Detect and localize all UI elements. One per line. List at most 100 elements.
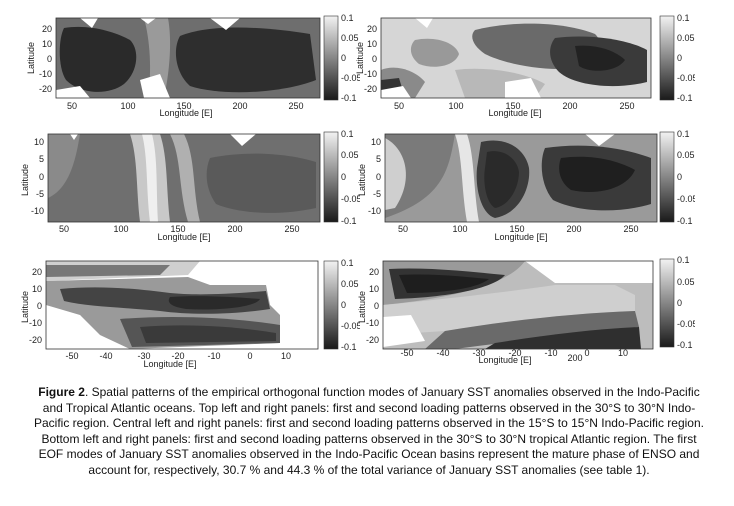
x-tick: 10: [618, 348, 628, 358]
y-ticks: 20 10 0 -10 -20: [366, 267, 379, 345]
y-tick: 10: [371, 137, 381, 147]
y-tick: 5: [39, 154, 44, 164]
panel-top-left: 20 10 0 -10 -20 Latitude 50 100 150 200 …: [26, 13, 360, 118]
y-tick: 20: [367, 24, 377, 34]
x-tick: 50: [59, 224, 69, 234]
y-ticks: 20 10 0 -10 -20: [39, 24, 52, 94]
x-axis-label: Longitude [E]: [494, 232, 547, 242]
colorbar: 0.1 0.05 0 -0.05 -0.1: [659, 255, 695, 350]
x-tick: -20: [171, 351, 184, 361]
panel-bottom-right: 20 10 0 -10 -20 Latitude -50 -40 -30 -20…: [357, 255, 695, 365]
x-axis-label: Longitude [E]: [478, 355, 531, 365]
colorbar-tick: -0.05: [677, 73, 695, 83]
y-tick: 10: [42, 39, 52, 49]
x-tick: 250: [623, 224, 638, 234]
colorbar-tick: 0.1: [677, 129, 690, 139]
x-tick: -30: [137, 351, 150, 361]
colorbar: 0.1 0.05 0 -0.05 -0.1: [659, 13, 695, 103]
y-tick: 20: [32, 267, 42, 277]
y-ticks: 20 10 0 -10 -20: [29, 267, 42, 345]
colorbar-tick: -0.1: [341, 342, 357, 352]
colorbar-tick: 0.05: [677, 33, 695, 43]
x-tick: -50: [400, 348, 413, 358]
y-tick: 20: [369, 267, 379, 277]
x-tick: -50: [65, 351, 78, 361]
x-ticks: -50 -40 -30 -20 -10 0 10: [65, 351, 291, 361]
x-tick: 150: [176, 101, 191, 111]
x-tick: 50: [67, 101, 77, 111]
y-tick: 10: [367, 39, 377, 49]
x-ticks: 50 100 150 200 250: [398, 224, 639, 234]
x-tick: 200: [562, 101, 577, 111]
x-tick: -40: [99, 351, 112, 361]
colorbar-tick: -0.05: [677, 319, 695, 329]
y-axis-label: Latitude: [20, 164, 30, 196]
colorbar-tick: 0.1: [341, 13, 354, 23]
colorbar-tick: 0.1: [341, 129, 354, 139]
colorbar-tick: -0.05: [677, 194, 695, 204]
y-tick: 0: [372, 54, 377, 64]
colorbar-tick: 0: [677, 298, 682, 308]
colorbar-tick: 0.05: [341, 33, 359, 43]
x-tick: 100: [120, 101, 135, 111]
contour-map: [55, 17, 321, 99]
y-tick: -5: [373, 189, 381, 199]
x-tick: 100: [452, 224, 467, 234]
colorbar-tick: -0.05: [341, 194, 360, 204]
x-tick: 250: [288, 101, 303, 111]
x-tick: 100: [448, 101, 463, 111]
y-axis-label: Latitude: [355, 42, 365, 74]
y-tick: 0: [37, 301, 42, 311]
x-tick: -10: [544, 348, 557, 358]
x-tick: 0: [584, 348, 589, 358]
y-ticks: 20 10 0 -10 -20: [364, 24, 377, 94]
colorbar-tick: -0.1: [677, 93, 693, 103]
x-tick: 150: [509, 224, 524, 234]
x-tick: 200: [566, 224, 581, 234]
x-tick-extra: 200: [567, 353, 582, 363]
y-axis-label: Latitude: [357, 291, 367, 323]
x-tick: 150: [505, 101, 520, 111]
caption-text: . Spatial patterns of the empirical orth…: [34, 385, 704, 477]
y-tick: -20: [29, 335, 42, 345]
panel-middle-right: 10 5 0 -5 -10 Latitude 50 100 150 200 25…: [357, 129, 695, 242]
colorbar-tick: -0.05: [341, 73, 360, 83]
colorbar-tick: 0: [341, 172, 346, 182]
x-ticks: 50 100 150 200 250: [67, 101, 304, 111]
y-tick: 10: [369, 284, 379, 294]
colorbar-tick: 0.05: [341, 150, 359, 160]
x-tick: 150: [170, 224, 185, 234]
y-tick: 0: [376, 172, 381, 182]
colorbar-tick: 0: [677, 172, 682, 182]
x-tick: 250: [284, 224, 299, 234]
x-ticks: 50 100 150 200 250: [394, 101, 635, 111]
x-tick: -30: [472, 348, 485, 358]
contour-map: [47, 133, 321, 223]
x-tick: 200: [232, 101, 247, 111]
colorbar-tick: -0.1: [341, 93, 357, 103]
x-axis-label: Longitude [E]: [157, 232, 210, 242]
y-ticks: 10 5 0 -5 -10: [368, 137, 381, 216]
y-tick: 10: [32, 284, 42, 294]
x-axis-label: Longitude [E]: [159, 108, 212, 118]
contour-map: [45, 260, 319, 350]
figure-caption: Figure 2. Spatial patterns of the empiri…: [30, 385, 708, 478]
y-tick: -5: [36, 189, 44, 199]
colorbar-tick: -0.05: [341, 321, 360, 331]
y-tick: 5: [376, 154, 381, 164]
colorbar: 0.1 0.05 0 -0.05 -0.1: [323, 129, 360, 226]
x-axis-label: Longitude [E]: [143, 359, 196, 369]
colorbar-tick: 0: [341, 53, 346, 63]
y-tick: -10: [366, 318, 379, 328]
colorbar-tick: 0.1: [677, 255, 690, 265]
x-tick: -40: [436, 348, 449, 358]
colorbar: 0.1 0.05 0 -0.05 -0.1: [323, 13, 360, 103]
x-ticks: -50 -40 -30 -20 -10 0 10: [400, 348, 628, 358]
y-tick: -20: [364, 84, 377, 94]
contour-map: [384, 133, 658, 223]
panel-bottom-left: 20 10 0 -10 -20 Latitude -50 -40 -30 -20…: [20, 258, 360, 369]
x-ticks: 50 100 150 200 250: [59, 224, 300, 234]
y-tick: -20: [39, 84, 52, 94]
y-ticks: 10 5 0 -5 -10: [31, 137, 44, 216]
colorbar-tick: -0.1: [677, 216, 693, 226]
